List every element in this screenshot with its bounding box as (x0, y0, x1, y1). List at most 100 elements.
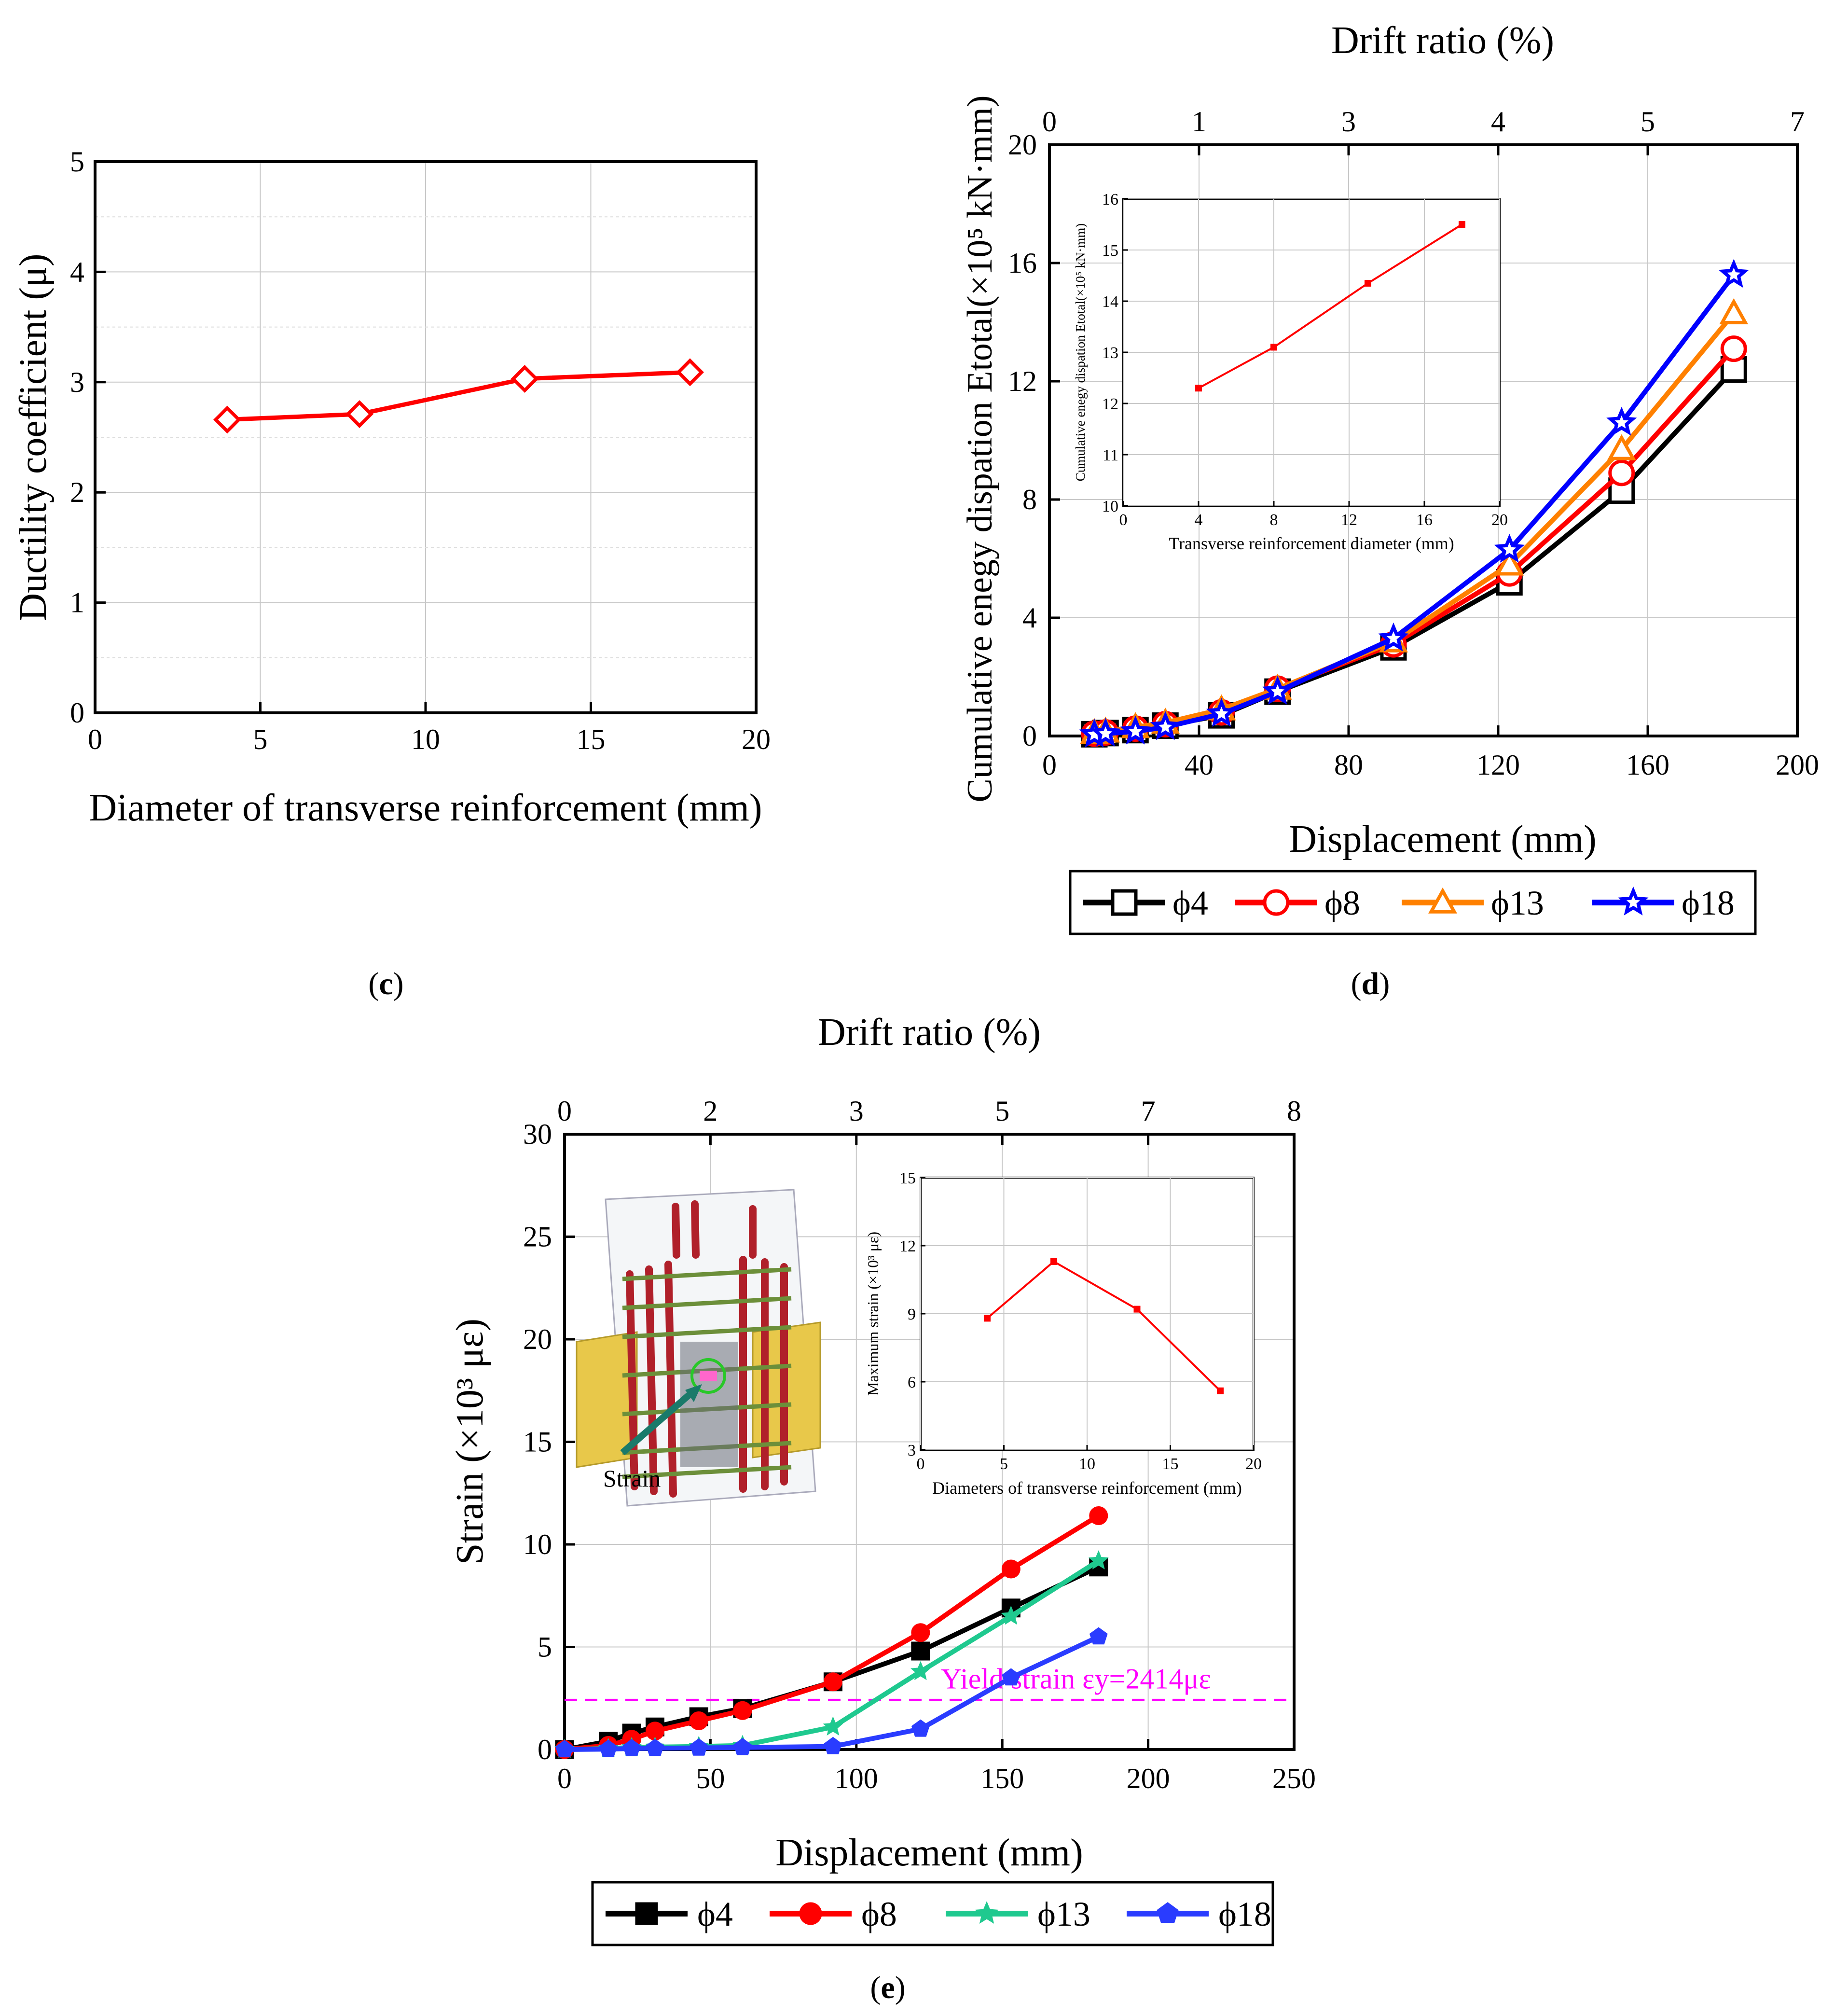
data-point-ϕ18 (622, 1739, 641, 1756)
data-point-ϕ18 (1150, 711, 1181, 740)
c-y-axis-label: Ductility coefficient (μ) (12, 253, 55, 621)
data-point-ϕ18 (555, 1740, 574, 1758)
data-point-ϕ8 (1001, 1559, 1021, 1579)
c-grid (95, 161, 757, 713)
x-tick-label: 150 (980, 1763, 1024, 1794)
d-top-axis-label: Drift ratio (%) (1331, 19, 1554, 62)
d-legend: ϕ4 ϕ8 ϕ13 ϕ18 (1069, 870, 1757, 935)
y-tick-label: 16 (1008, 247, 1037, 279)
x2-tick-label: 8 (1287, 1095, 1301, 1127)
data-point-ϕ18 (646, 1738, 664, 1756)
data-point-ϕ8 (733, 1701, 752, 1720)
e-x-axis-label: Displacement (mm) (775, 1832, 1083, 1874)
data-point-ϕ8 (1089, 1506, 1108, 1525)
y-tick-label: 4 (70, 256, 84, 288)
inset-y-tick-label: 15 (899, 1169, 916, 1187)
x2-tick-label: 3 (1341, 106, 1356, 138)
x-tick-label: 160 (1626, 749, 1669, 781)
inset-x-tick-label: 15 (1162, 1455, 1179, 1473)
inset-y-tick-label: 12 (899, 1237, 916, 1255)
panel-c-ductility-chart: 0 5 10 15 20 0 1 2 3 4 5 Diameter of transverse re… (12, 146, 771, 1001)
legend-marker-ϕ18 (1618, 886, 1649, 916)
d-series (1079, 259, 1749, 748)
inset-x-tick-label: 4 (1195, 511, 1203, 529)
data-point-ϕ18 (733, 1737, 752, 1755)
e-inset: 0 5 10 15 20 3 6 9 12 15 Diameters of transverse … (864, 1169, 1262, 1498)
panel-d-label: (d) (1351, 966, 1390, 1001)
legend-marker-ϕ8 (1263, 889, 1290, 916)
inset-data-point (1133, 1306, 1141, 1313)
y-tick-label: 5 (70, 146, 84, 178)
data-point-ϕ4 (911, 1641, 930, 1661)
data-point-ϕ18 (1089, 1627, 1108, 1645)
legend-label-ϕ4: ϕ4 (1172, 884, 1208, 922)
series-line-ϕ18 (1094, 273, 1736, 737)
x-tick-label: 0 (557, 1763, 572, 1794)
inset-series-line (1198, 223, 1463, 389)
d-inset-tick-labels: 0 4 8 12 16 20 10 11 12 13 14 15 16 (1102, 191, 1508, 529)
inset-y-tick-label: 3 (908, 1442, 916, 1459)
x-tick-label: 200 (1127, 1763, 1170, 1794)
inset-y-tick-label: 14 (1102, 293, 1118, 311)
panel-c-label: (c) (368, 966, 403, 1001)
reinforcement-cage-illustration: Strain (576, 1189, 821, 1507)
data-point-ϕ8 (1608, 459, 1635, 486)
x-tick-label: 100 (835, 1763, 878, 1794)
x-tick-label: 120 (1476, 749, 1520, 781)
data-point-Ductility (510, 364, 539, 393)
series-line-Ductility (227, 370, 690, 422)
inset-y-tick-label: 9 (908, 1306, 916, 1323)
data-point-ϕ13 (910, 1661, 931, 1681)
data-point-ϕ13 (1719, 298, 1749, 324)
data-point-ϕ13 (1495, 549, 1524, 576)
x2-tick-label: 7 (1790, 106, 1805, 138)
legend-label-ϕ8: ϕ8 (861, 1895, 897, 1933)
data-point-ϕ18 (1494, 533, 1525, 563)
y-tick-label: 3 (70, 366, 84, 398)
data-point-ϕ18 (1262, 675, 1293, 705)
data-point-ϕ13 (823, 1716, 843, 1736)
data-point-ϕ18 (1378, 622, 1409, 652)
legend-label-ϕ8: ϕ8 (1324, 884, 1360, 922)
c-x-axis-label: Diameter of transverse reinforcement (mm… (89, 787, 762, 829)
inset-data-point (1459, 221, 1465, 228)
x2-tick-label: 3 (849, 1095, 864, 1127)
panel-e-letter: e (881, 1970, 895, 2005)
x-tick-label: 5 (253, 723, 268, 755)
inset-y-tick-label: 10 (1102, 498, 1118, 515)
data-point-ϕ18 (1606, 406, 1637, 436)
y-tick-label: 8 (1022, 484, 1037, 515)
data-point-ϕ18 (599, 1739, 618, 1757)
d-inset-x-label: Transverse reinforcement diameter (mm) (1169, 534, 1454, 553)
y-tick-label: 1 (70, 587, 84, 619)
legend-marker-ϕ18 (1157, 1902, 1179, 1923)
data-point-ϕ8 (1720, 335, 1747, 362)
data-point-Ductility (345, 400, 373, 428)
e-inset-series (984, 1258, 1224, 1394)
x2-tick-label: 0 (557, 1095, 572, 1127)
d-y-axis-label: Cumulative enegy dispation Etotal(×10⁵ k… (960, 95, 1000, 802)
data-point-ϕ18 (911, 1719, 930, 1737)
legend-label-ϕ13: ϕ13 (1037, 1895, 1090, 1933)
data-point-ϕ13 (1607, 434, 1636, 460)
legend-marker-ϕ13 (1428, 887, 1457, 914)
inset-data-point (1195, 385, 1202, 392)
data-point-ϕ18 (1090, 717, 1121, 747)
inset-x-tick-label: 8 (1270, 511, 1278, 529)
inset-x-tick-label: 5 (1000, 1455, 1008, 1473)
inset-data-point (984, 1315, 991, 1322)
inset-y-tick-label: 6 (908, 1374, 916, 1391)
data-point-ϕ8 (823, 1672, 842, 1692)
y-tick-label: 25 (523, 1221, 552, 1253)
inset-data-point (1050, 1258, 1057, 1265)
inset-data-point (1365, 279, 1371, 287)
inset-x-tick-label: 20 (1491, 511, 1508, 529)
data-point-ϕ18 (690, 1738, 708, 1756)
data-point-Ductility (676, 358, 704, 387)
legend-label-ϕ18: ϕ18 (1682, 884, 1735, 922)
yield-line-label: Yield strain εy=2414με (941, 1663, 1211, 1695)
inset-y-tick-label: 12 (1102, 395, 1118, 413)
legend-label-ϕ4: ϕ4 (697, 1895, 733, 1933)
y-tick-label: 4 (1022, 602, 1037, 634)
